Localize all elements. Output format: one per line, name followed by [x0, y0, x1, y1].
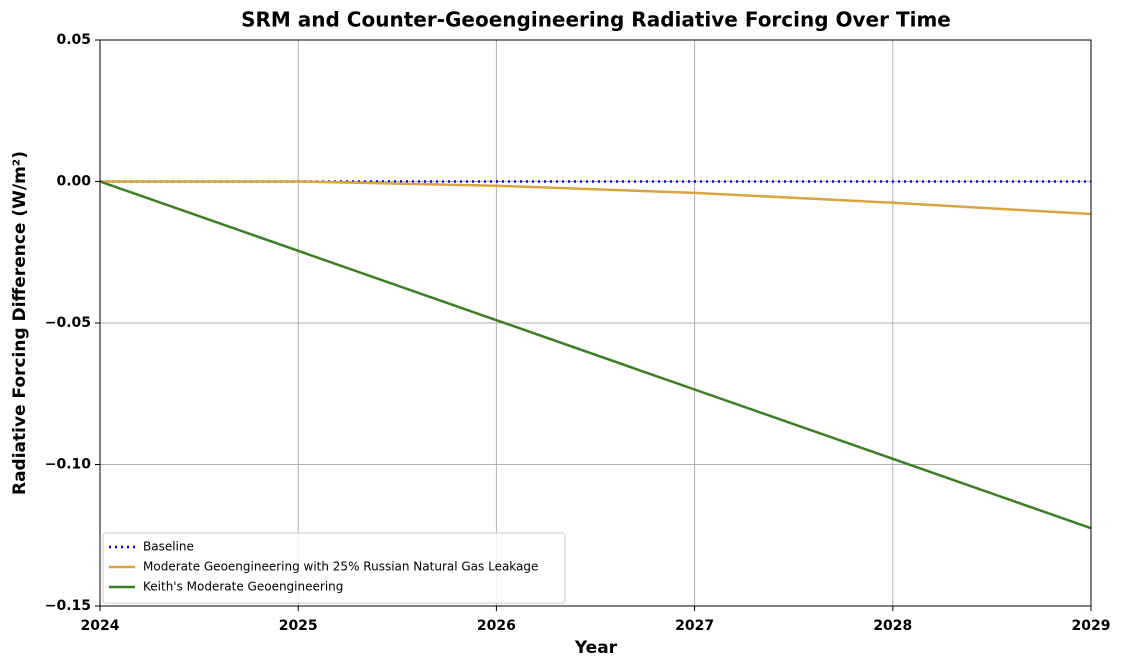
x-tick-label: 2026 [477, 618, 516, 634]
x-tick-label: 2025 [279, 618, 318, 634]
legend-label: Keith's Moderate Geoengineering [143, 580, 343, 594]
y-axis-label: Radiative Forcing Difference (W/m²) [10, 151, 30, 495]
chart-title: SRM and Counter-Geoengineering Radiative… [241, 8, 951, 32]
legend-label: Baseline [143, 540, 194, 554]
legend: Baseline Moderate Geoengineering with 25%… [102, 532, 566, 604]
y-tick-label: 0.00 [56, 174, 91, 190]
series-line [99, 180, 1092, 530]
x-axis-label: Year [574, 638, 618, 658]
legend-label: Moderate Geoengineering with 25% Russian… [143, 560, 538, 574]
y-tick-label: −0.10 [45, 457, 92, 473]
legend-box [102, 532, 566, 604]
series-line [100, 180, 1092, 216]
plot-frame [99, 39, 1092, 607]
x-tick-label: 2027 [675, 618, 714, 634]
y-tick-label: 0.05 [56, 32, 91, 48]
x-tick-label: 2029 [1072, 618, 1111, 634]
y-tick-label: −0.15 [45, 598, 91, 614]
x-tick-label: 2028 [873, 618, 912, 634]
x-tick-label: 2024 [81, 618, 120, 634]
y-tick-label: −0.05 [45, 315, 91, 331]
